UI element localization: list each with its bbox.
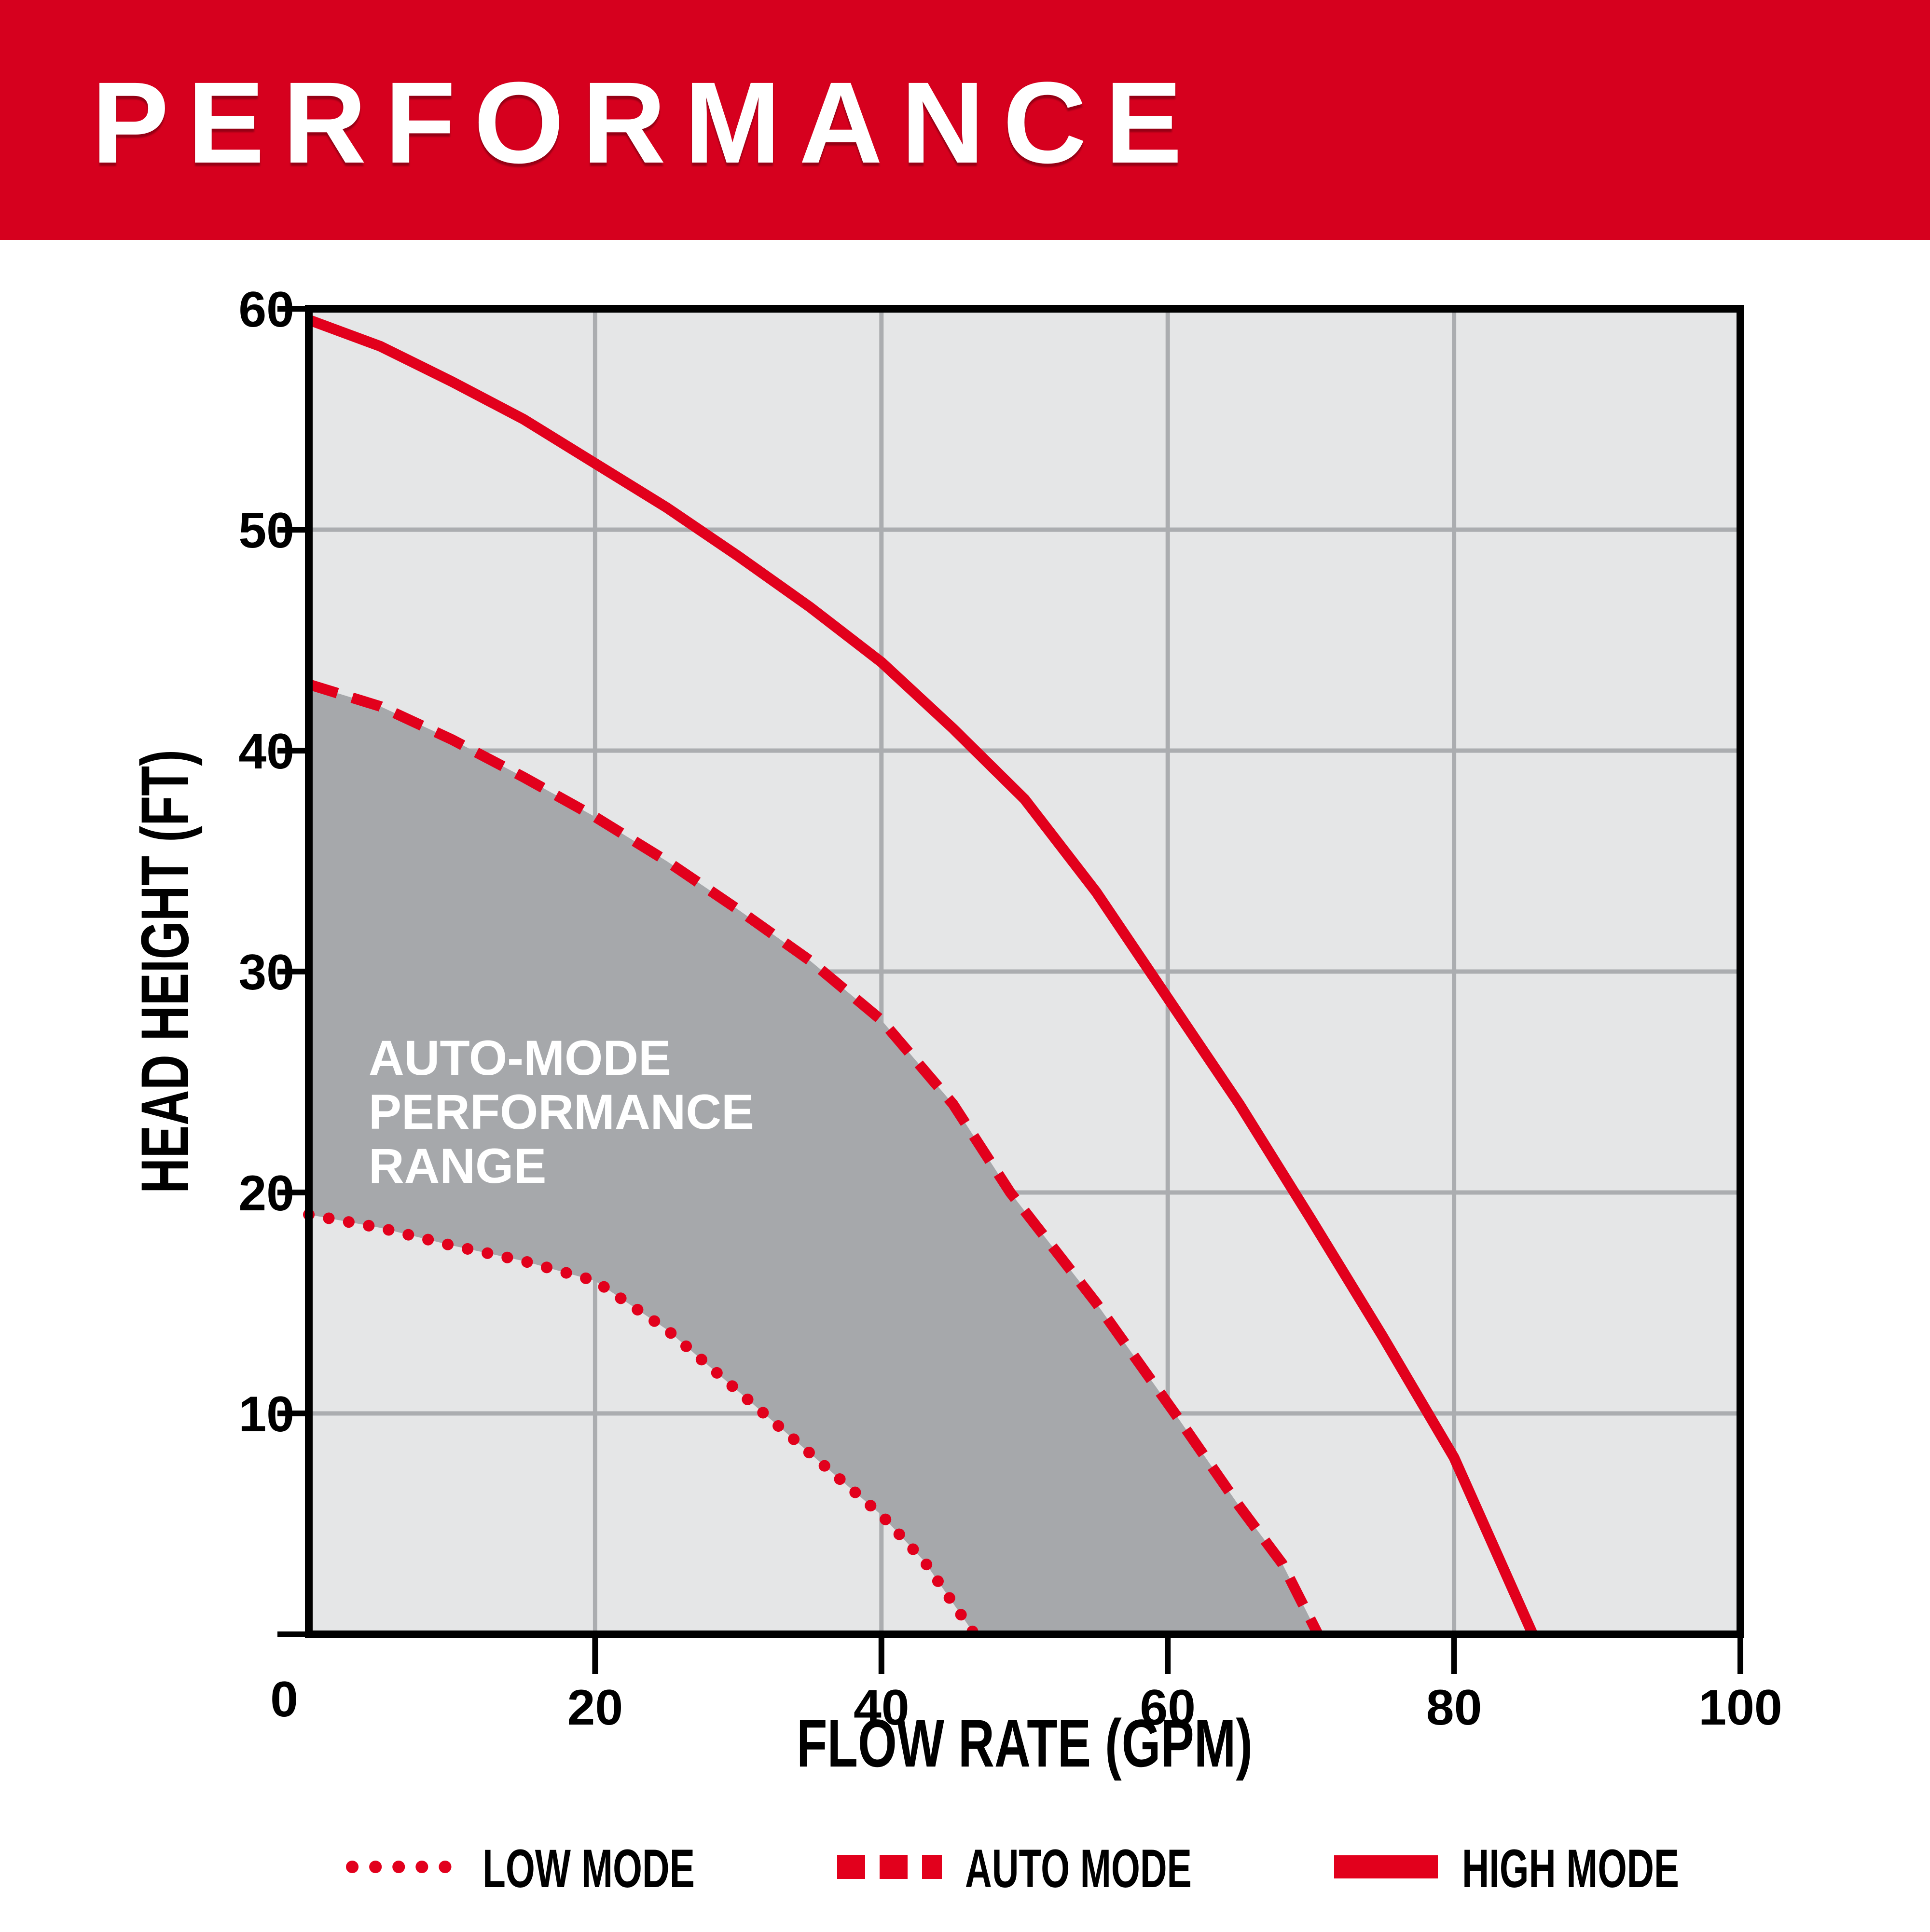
x-tick-label-40: 40	[854, 1680, 910, 1736]
legend-label-high-mode: HIGH MODE	[1462, 1838, 1679, 1899]
origin-label: 0	[270, 1672, 298, 1727]
performance-banner: PERFORMANCE	[0, 0, 1930, 240]
y-tick-label-40: 40	[238, 724, 294, 780]
area-label-line-2: PERFORMANCE	[369, 1084, 754, 1139]
x-tick-label-100: 100	[1698, 1680, 1782, 1736]
y-tick-label-20: 20	[238, 1165, 294, 1221]
plot-frame	[305, 305, 1744, 1638]
x-tick-label-80: 80	[1426, 1680, 1482, 1736]
x-tick-label-60: 60	[1140, 1680, 1196, 1736]
curve-auto-mode	[307, 679, 1323, 1637]
y-axis-label: HEAD HEIGHT (FT)	[127, 750, 203, 1193]
y-tick-label-50: 50	[238, 503, 294, 559]
area-label-line-3: RANGE	[369, 1138, 546, 1193]
curve-high-mode	[307, 315, 1538, 1637]
y-tick-label-60: 60	[238, 282, 294, 338]
area-label-line-1: AUTO-MODE	[369, 1030, 671, 1085]
legend-label-auto-mode: AUTO MODE	[965, 1838, 1192, 1899]
y-tick-label-10: 10	[238, 1386, 294, 1442]
x-axis-label: FLOW RATE (GPM)	[797, 1705, 1253, 1781]
x-tick-label-20: 20	[567, 1680, 623, 1736]
auto-mode-range-band	[309, 684, 1318, 1634]
legend-label-low-mode: LOW MODE	[482, 1838, 695, 1899]
curve-low-mode	[303, 1208, 980, 1640]
y-tick-label-30: 30	[238, 945, 294, 1000]
page-title: PERFORMANCE	[92, 58, 1201, 187]
